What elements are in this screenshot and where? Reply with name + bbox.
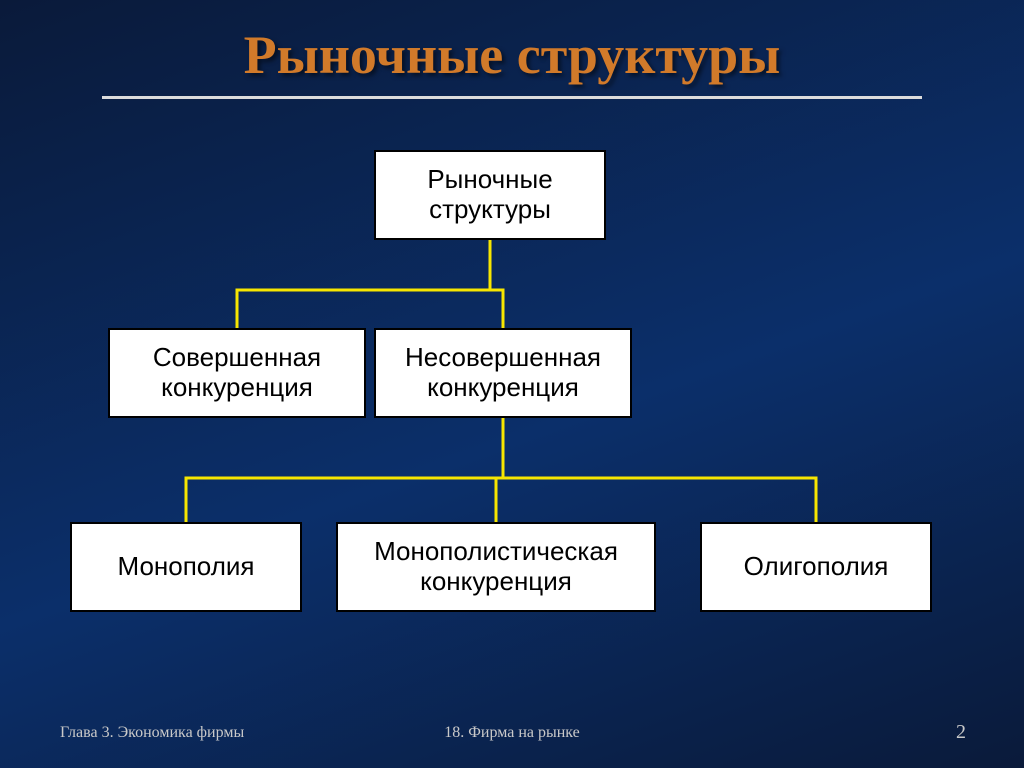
node-label: Олигополия [744,552,889,582]
node-label: Несовершенная конкуренция [405,343,601,403]
node-root: Рыночные структуры [374,150,606,240]
title-underline [102,96,922,99]
footer-page-number: 2 [956,721,966,744]
footer-left: Глава 3. Экономика фирмы [60,724,244,742]
footer-center: 18. Фирма на рынке [444,724,580,742]
node-monop-comp: Монополистическая конкуренция [336,522,656,612]
node-oligopoly: Олигополия [700,522,932,612]
node-label: Рыночные структуры [427,165,552,225]
node-label: Монополия [118,552,255,582]
slide-title: Рыночные структуры [0,24,1024,86]
slide: Рыночные структуры Рыночные структуры Со… [0,0,1024,768]
node-perfect: Совершенная конкуренция [108,328,366,418]
node-monopoly: Монополия [70,522,302,612]
node-imperfect: Несовершенная конкуренция [374,328,632,418]
node-label: Совершенная конкуренция [153,343,321,403]
node-label: Монополистическая конкуренция [374,537,618,597]
